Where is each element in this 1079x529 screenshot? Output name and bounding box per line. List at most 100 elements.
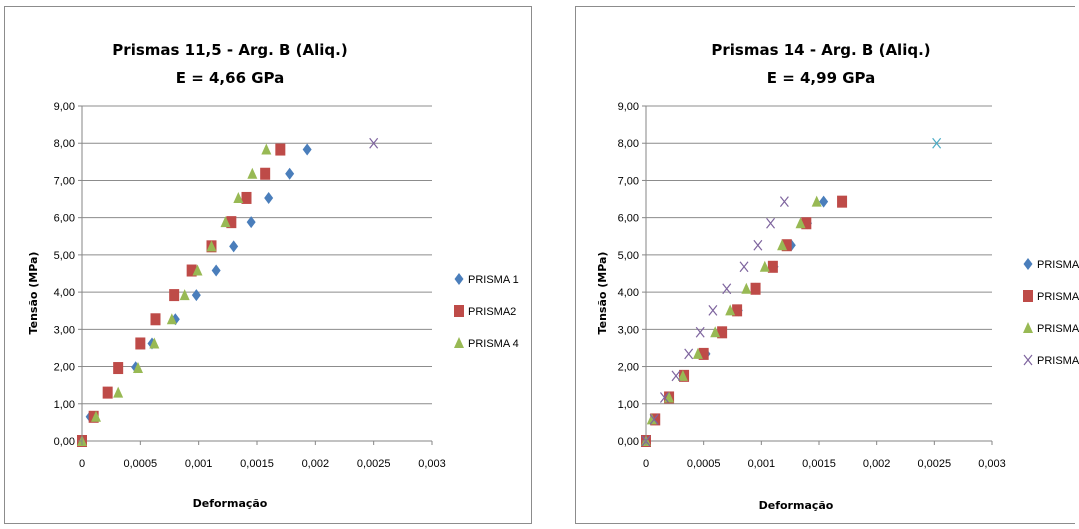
data-point	[113, 362, 124, 375]
x-tick-label: 0,002	[302, 458, 330, 470]
chart-panel-2: Prismas 14 - Arg. B (Aliq.) E = 4,99 GPa…	[575, 6, 1079, 524]
data-point	[102, 386, 113, 399]
legend-marker	[1023, 322, 1033, 333]
data-point	[753, 239, 763, 251]
x-tick-label: 0,002	[863, 458, 891, 470]
data-point	[698, 347, 709, 360]
data-point	[261, 143, 272, 155]
data-point	[717, 326, 728, 339]
data-point	[226, 216, 237, 229]
y-tick-label: 0,00	[54, 436, 75, 448]
legend-label: PRISMA 1	[1037, 259, 1079, 271]
x-tick-label: 0,003	[418, 458, 446, 470]
data-point	[260, 167, 271, 180]
legend-label: PRISMA2	[468, 306, 516, 318]
data-point	[837, 195, 848, 208]
y-tick-label: 6,00	[618, 213, 639, 225]
legend-label: PRISMA 4	[1037, 355, 1079, 367]
data-point	[932, 137, 942, 149]
y-tick-label: 6,00	[54, 213, 75, 225]
data-point	[149, 337, 160, 349]
y-tick-label: 7,00	[54, 175, 75, 187]
y-tick-label: 9,00	[54, 101, 75, 113]
data-point	[220, 216, 231, 228]
legend: PRISMA 1 PRISMA2 PRISMA 4	[454, 273, 519, 350]
legend-label: PRISMA 1	[468, 274, 519, 286]
data-point	[779, 196, 789, 208]
data-point	[781, 239, 792, 252]
data-point	[759, 260, 770, 272]
legend-marker	[1023, 354, 1033, 366]
x-tick-label: 0,0025	[918, 458, 952, 470]
data-point	[211, 264, 221, 277]
data-point	[91, 410, 101, 422]
y-tick-label: 4,00	[618, 287, 639, 299]
data-point	[113, 386, 124, 398]
data-point	[725, 304, 736, 316]
data-point	[708, 304, 718, 316]
data-point	[750, 282, 761, 295]
x-tick-label: 0,0015	[240, 458, 274, 470]
data-point	[179, 289, 190, 301]
x-tick-label: 0,001	[185, 458, 213, 470]
data-point	[229, 240, 239, 253]
legend-label: PRISMA2	[1037, 291, 1079, 303]
legend-marker	[454, 337, 464, 348]
y-tick-label: 2,00	[618, 362, 639, 374]
y-tick-label: 8,00	[54, 138, 75, 150]
y-tick-label: 8,00	[618, 138, 639, 150]
chart-title: Prismas 11,5 - Arg. B (Aliq.)	[112, 41, 347, 59]
chart-title: Prismas 14 - Arg. B (Aliq.)	[711, 41, 930, 59]
y-tick-label: 0,00	[618, 436, 639, 448]
y-axis-label: Tensão (MPa)	[596, 252, 609, 335]
data-point	[722, 283, 732, 295]
legend-marker	[1023, 258, 1033, 270]
x-tick-label: 0,0005	[687, 458, 721, 470]
y-tick-label: 7,00	[618, 175, 639, 187]
y-tick-label: 1,00	[618, 399, 639, 411]
legend-label: PRISMA3	[1037, 323, 1079, 335]
data-point	[191, 289, 201, 302]
y-tick-label: 5,00	[54, 250, 75, 262]
data-point	[133, 362, 143, 374]
x-tick-label: 0,0015	[802, 458, 836, 470]
chart-2-svg: Prismas 14 - Arg. B (Aliq.) E = 4,99 GPa…	[596, 41, 1079, 512]
y-tick-label: 2,00	[54, 362, 75, 374]
data-point	[801, 217, 812, 230]
y-tick-label: 3,00	[618, 324, 639, 336]
data-point	[186, 264, 197, 277]
y-axis-label: Tensão (MPa)	[27, 252, 40, 335]
y-tick-label: 4,00	[54, 287, 75, 299]
legend: PRISMA 1 PRISMA2 PRISMA3 PRISMA 4	[1023, 258, 1079, 367]
data-point	[659, 392, 669, 403]
y-tick-label: 1,00	[54, 399, 75, 411]
legend-marker	[454, 305, 464, 317]
data-point	[646, 413, 657, 425]
data-point	[710, 326, 721, 338]
y-tick-label: 3,00	[54, 324, 75, 336]
data-point	[677, 369, 688, 381]
data-point	[369, 137, 379, 149]
data-point	[739, 261, 749, 273]
data-point	[135, 337, 146, 350]
legend-marker	[1023, 290, 1033, 302]
x-axis-label: Deformação	[759, 499, 834, 512]
data-point	[302, 143, 312, 156]
data-point	[233, 191, 244, 203]
x-tick-label: 0,0025	[357, 458, 391, 470]
data-point	[166, 313, 177, 325]
x-axis-label: Deformação	[193, 497, 268, 510]
x-tick-label: 0,0005	[124, 458, 158, 470]
chart-subtitle: E = 4,66 GPa	[176, 69, 285, 87]
x-tick-label: 0,003	[978, 458, 1006, 470]
data-point	[275, 143, 286, 156]
data-point	[732, 304, 743, 317]
data-point	[241, 191, 252, 204]
data-point	[246, 216, 256, 229]
legend-marker	[454, 273, 464, 285]
data-point	[169, 289, 180, 302]
data-point	[695, 326, 705, 338]
data-point	[692, 347, 703, 359]
x-tick-label: 0,001	[748, 458, 776, 470]
data-point	[206, 240, 217, 252]
